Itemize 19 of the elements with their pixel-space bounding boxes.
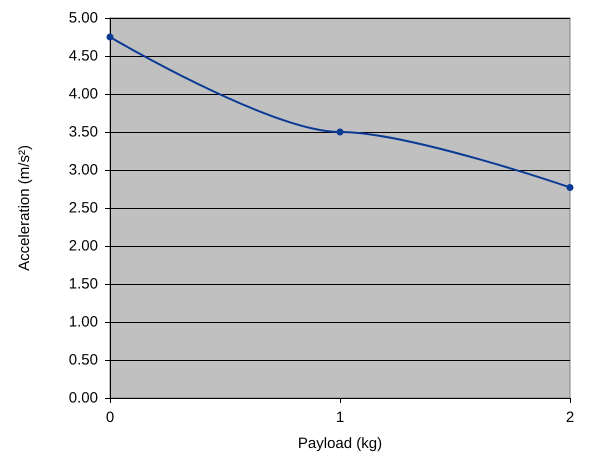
- y-tick-label: 0.50: [68, 352, 98, 368]
- x-tick-label: 1: [336, 409, 344, 426]
- y-tick-label: 5.00: [68, 10, 98, 26]
- y-tick-label: 1.00: [68, 314, 98, 330]
- point: [336, 128, 344, 136]
- y-tick-label: 3.00: [68, 162, 98, 178]
- y-tick-label: 4.50: [68, 48, 98, 64]
- y-tick-label: 4.00: [68, 86, 98, 102]
- x-tick-label: 0: [106, 409, 114, 426]
- y-tick-label: 2.00: [68, 238, 98, 254]
- x-axis-title: Payload (kg): [298, 435, 382, 452]
- point: [566, 184, 574, 191]
- point: [106, 34, 114, 40]
- y-tick-label: 3.50: [68, 124, 98, 140]
- y-axis-title: Acceleration (m/s²): [16, 145, 33, 271]
- y-tick-label: 0.00: [68, 390, 98, 406]
- y-tick-label: 2.50: [68, 200, 98, 216]
- x-tick-label: 2: [566, 409, 574, 426]
- y-tick-label: 1.50: [68, 276, 98, 292]
